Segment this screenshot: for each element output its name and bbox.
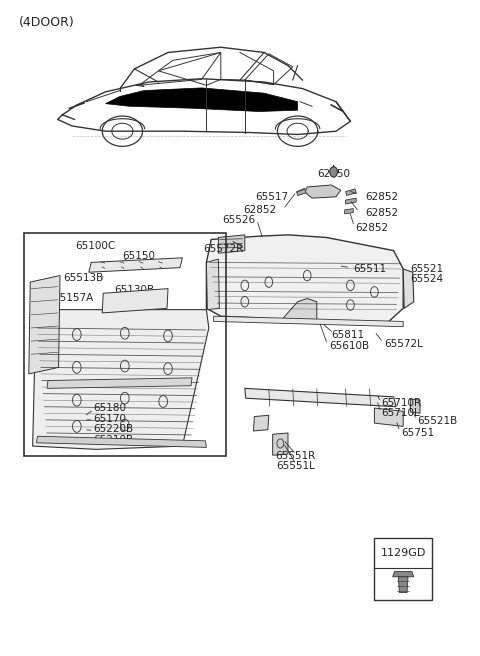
Text: 1129GD: 1129GD [378, 562, 423, 573]
Text: (4DOOR): (4DOOR) [19, 16, 75, 30]
Text: 65751: 65751 [401, 428, 434, 438]
Polygon shape [346, 198, 356, 204]
Text: 65513B: 65513B [63, 273, 103, 283]
Text: 62850: 62850 [317, 169, 350, 179]
Polygon shape [283, 298, 317, 323]
Polygon shape [218, 235, 245, 253]
Text: 65517: 65517 [255, 192, 288, 202]
Polygon shape [345, 209, 353, 214]
Polygon shape [214, 316, 403, 327]
Text: 65180: 65180 [94, 403, 127, 413]
Text: 65524: 65524 [410, 274, 444, 284]
Text: 65220B: 65220B [94, 424, 134, 434]
Bar [24, 233, 226, 456]
Bar [374, 538, 432, 600]
Text: 65551R: 65551R [275, 451, 315, 461]
Text: 65210B: 65210B [94, 434, 134, 445]
Polygon shape [89, 258, 182, 272]
Polygon shape [47, 378, 192, 388]
Polygon shape [206, 259, 219, 310]
Text: 65150: 65150 [123, 251, 156, 261]
Polygon shape [305, 185, 341, 198]
Text: 65526: 65526 [223, 215, 256, 225]
Text: 62852: 62852 [355, 222, 388, 233]
Text: 65511: 65511 [353, 264, 386, 274]
Circle shape [330, 167, 337, 177]
Text: 65157A: 65157A [53, 293, 93, 304]
Text: 65610B: 65610B [329, 340, 369, 351]
Polygon shape [297, 189, 306, 195]
Text: 65521B: 65521B [418, 416, 458, 426]
Polygon shape [106, 88, 298, 112]
Text: 65811: 65811 [331, 329, 364, 340]
Text: 65551L: 65551L [276, 461, 314, 471]
Polygon shape [403, 269, 414, 308]
Text: 62852: 62852 [365, 208, 398, 218]
Text: 65710L: 65710L [382, 408, 420, 419]
Text: 62852: 62852 [243, 205, 276, 215]
Polygon shape [374, 408, 403, 426]
Polygon shape [102, 289, 168, 313]
Polygon shape [245, 388, 396, 407]
Text: 65572R: 65572R [204, 244, 244, 255]
Polygon shape [33, 310, 209, 449]
Text: 65170: 65170 [94, 413, 127, 424]
Polygon shape [253, 415, 269, 431]
Text: 65710R: 65710R [382, 398, 422, 409]
Polygon shape [273, 433, 288, 455]
Polygon shape [410, 399, 420, 413]
Text: 1129GD: 1129GD [381, 548, 426, 558]
Text: 65130B: 65130B [114, 285, 155, 295]
Text: 62852: 62852 [365, 192, 398, 202]
Polygon shape [393, 571, 414, 577]
Polygon shape [346, 189, 356, 195]
Polygon shape [206, 235, 403, 325]
Text: 65572L: 65572L [384, 339, 423, 350]
Polygon shape [36, 436, 206, 447]
Text: 65521: 65521 [410, 264, 444, 274]
Polygon shape [29, 276, 60, 374]
Polygon shape [398, 577, 408, 592]
Text: 65100C: 65100C [75, 241, 115, 251]
